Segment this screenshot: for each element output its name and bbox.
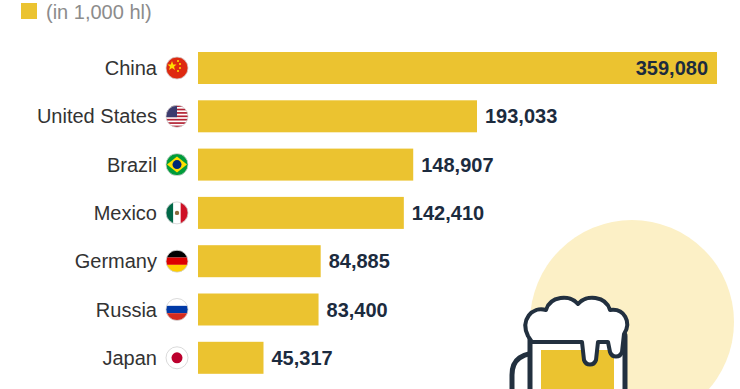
- data-label: 84,885: [329, 250, 390, 272]
- flag-part: [166, 258, 188, 265]
- flag-part: [168, 61, 177, 70]
- bar: [198, 52, 717, 84]
- flag-border: [166, 105, 188, 127]
- bar: [198, 245, 321, 277]
- subtitle: (in 1,000 hl): [46, 1, 152, 23]
- bar: [198, 294, 319, 326]
- bar: [198, 342, 263, 374]
- flag-border: [166, 202, 188, 224]
- data-label: 359,080: [636, 57, 708, 79]
- data-label: 142,410: [412, 202, 484, 224]
- data-label: 148,907: [421, 154, 493, 176]
- flag-part: [166, 154, 188, 176]
- category-label: Brazil: [107, 154, 157, 176]
- flag-border: [166, 57, 188, 79]
- flag: [166, 347, 188, 369]
- category-label: Russia: [96, 299, 158, 321]
- category-label: China: [105, 57, 158, 79]
- flag: [166, 57, 188, 79]
- data-label: 83,400: [327, 299, 388, 321]
- flag-part: [166, 119, 188, 121]
- flag-part: [166, 57, 188, 79]
- flag-part: [179, 67, 181, 69]
- bar: [198, 197, 404, 229]
- beer-mug: [512, 298, 627, 389]
- flag-border: [166, 347, 188, 369]
- category-label: Japan: [103, 347, 158, 369]
- flag-border: [166, 299, 188, 321]
- flag-part: [177, 70, 179, 72]
- mug-foam: [525, 298, 627, 365]
- flag-part: [173, 160, 182, 169]
- flag: [166, 299, 188, 321]
- flag-part: [172, 352, 183, 363]
- category-label: United States: [37, 105, 157, 127]
- bar: [198, 100, 477, 132]
- chart: (in 1,000 hl) China 359,080 United States 19…: [0, 0, 740, 389]
- bar: [198, 149, 413, 181]
- flag: [166, 202, 188, 224]
- flag: [166, 105, 188, 127]
- flag-border: [166, 250, 188, 272]
- flag-part: [166, 347, 188, 369]
- flag: [166, 154, 188, 176]
- category-label: Germany: [75, 250, 157, 272]
- flag-part: [175, 211, 179, 215]
- flag-part: [167, 157, 187, 173]
- flag-part: [166, 105, 188, 127]
- flag-border: [166, 154, 188, 176]
- legend-swatch: [21, 3, 37, 19]
- data-label: 193,033: [485, 105, 557, 127]
- data-label: 45,317: [271, 347, 332, 369]
- bars: [198, 52, 717, 374]
- category-label: Mexico: [94, 202, 157, 224]
- mug-beer: [541, 350, 614, 389]
- flag-part: [177, 60, 179, 62]
- flag-part: [179, 63, 181, 65]
- labels: China 359,080 United States 193,033 Brazil 14…: [37, 57, 708, 369]
- flag-part: [173, 202, 180, 224]
- flag-part: [166, 306, 188, 313]
- flag: [166, 250, 188, 272]
